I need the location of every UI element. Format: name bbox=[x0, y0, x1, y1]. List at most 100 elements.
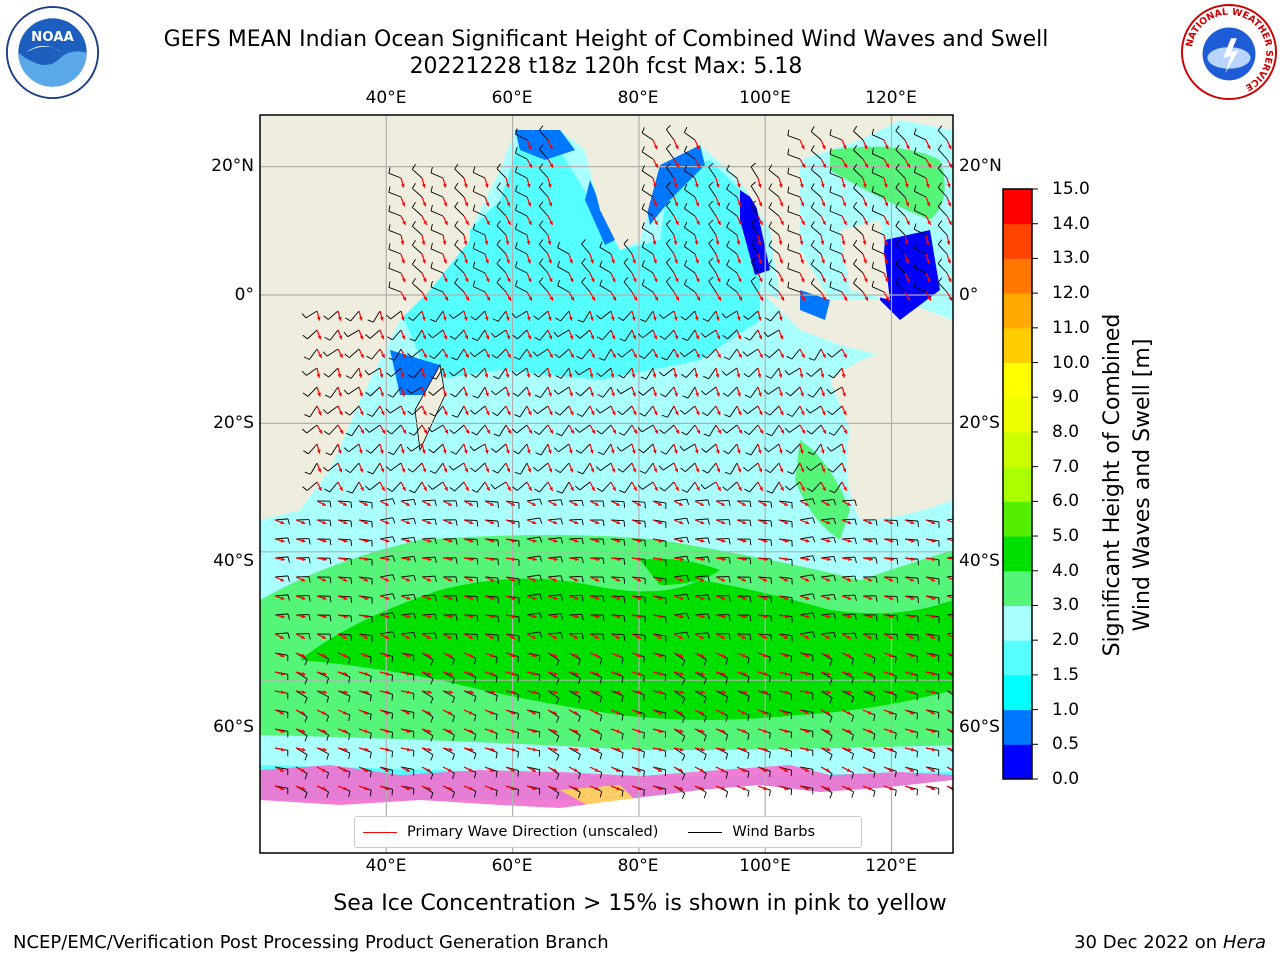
wind-barb-flag bbox=[392, 498, 396, 505]
wind-barb-flag bbox=[728, 538, 731, 545]
wind-barb-flag bbox=[490, 332, 496, 338]
wave-direction-arrowhead bbox=[422, 411, 427, 416]
wind-barb bbox=[421, 518, 435, 521]
colorbar-tick-label: 15.0 bbox=[1052, 179, 1090, 199]
wave-direction-arrowhead bbox=[595, 577, 600, 582]
wind-barb bbox=[726, 245, 738, 255]
wave-direction-arrowhead bbox=[652, 373, 657, 378]
wind-barb-flag bbox=[749, 501, 752, 508]
wind-barb-flag bbox=[683, 221, 688, 228]
wave-direction-arrowhead bbox=[658, 786, 663, 791]
wind-barb bbox=[914, 228, 927, 236]
wave-direction-arrowhead bbox=[511, 747, 516, 752]
wind-barb bbox=[623, 281, 633, 293]
wind-barb-flag bbox=[703, 375, 709, 380]
wind-barb-flag bbox=[743, 430, 750, 435]
wind-barb bbox=[853, 225, 864, 236]
wave-direction-arrowhead bbox=[657, 502, 662, 506]
wave-direction-arrowhead bbox=[317, 411, 322, 416]
wave-direction-arrowhead bbox=[610, 373, 615, 378]
wind-barb-flag bbox=[602, 538, 605, 545]
wind-barb bbox=[641, 208, 654, 217]
wind-barb-flag bbox=[517, 656, 519, 663]
wave-direction-arrowhead bbox=[427, 538, 432, 543]
wind-barb bbox=[520, 462, 528, 475]
wave-direction-arrowhead bbox=[616, 653, 621, 658]
wave-direction-arrowhead bbox=[316, 316, 321, 321]
wave-direction-arrowhead bbox=[905, 259, 909, 264]
wind-barb-flag bbox=[659, 335, 666, 340]
wave-direction-arrow bbox=[946, 614, 953, 617]
wind-barb-flag bbox=[350, 501, 353, 508]
wind-barb-flag bbox=[769, 770, 771, 778]
wave-direction-arrowhead bbox=[738, 486, 742, 491]
southern-ocean-4-5m bbox=[300, 578, 953, 720]
wave-direction-arrowhead bbox=[574, 596, 579, 600]
wave-direction-arrowhead bbox=[442, 183, 447, 188]
wind-barb-flag bbox=[598, 357, 605, 361]
wave-direction-arrowhead bbox=[868, 653, 873, 658]
wind-barb-flag bbox=[680, 373, 687, 378]
wind-barb bbox=[369, 424, 381, 433]
lon-tick-bottom-40e: 40°E bbox=[365, 856, 407, 876]
wave-direction-arrowhead bbox=[806, 690, 810, 695]
wind-barb bbox=[832, 405, 843, 416]
wind-barb-flag bbox=[744, 394, 751, 399]
wave-direction-arrowhead bbox=[658, 614, 663, 619]
wave-direction-arrowhead bbox=[527, 411, 532, 416]
wind-barb-flag bbox=[411, 258, 416, 265]
wave-direction-arrowhead bbox=[738, 429, 742, 434]
wind-barb-flag bbox=[894, 733, 897, 740]
wave-direction-arrowhead bbox=[673, 316, 678, 321]
wind-barb-flag bbox=[725, 658, 729, 665]
wave-direction-arrowhead bbox=[779, 335, 784, 340]
wave-direction-arrowhead bbox=[511, 671, 516, 676]
wind-barb-flag bbox=[638, 355, 645, 360]
wind-barb-flag bbox=[532, 351, 538, 357]
wave-direction-arrowhead bbox=[447, 502, 452, 506]
wind-barb-flag bbox=[916, 656, 919, 663]
wind-barb-flag bbox=[348, 790, 351, 798]
wind-barb-flag bbox=[703, 716, 707, 723]
wind-barb-flag bbox=[430, 792, 434, 799]
wind-barb-flag bbox=[391, 751, 394, 758]
wind-barb bbox=[547, 594, 561, 597]
wind-barb-flag bbox=[366, 355, 373, 360]
wave-direction-arrowhead bbox=[339, 353, 343, 358]
wind-barb bbox=[568, 690, 581, 698]
wave-direction-arrowhead bbox=[552, 768, 557, 772]
wave-direction-arrowhead bbox=[862, 183, 867, 188]
wind-barb-flag bbox=[851, 753, 855, 760]
wave-direction-arrowhead bbox=[864, 296, 868, 301]
wave-direction-arrowhead bbox=[911, 557, 915, 562]
mid-ocean-2-3m bbox=[420, 380, 820, 540]
wind-barb bbox=[547, 537, 561, 540]
wind-barb-flag bbox=[960, 632, 962, 638]
wave-direction-arrowhead bbox=[338, 392, 342, 397]
wind-barb-flag bbox=[303, 450, 309, 455]
wind-barb bbox=[547, 575, 561, 578]
lon-tick-top-80e: 80°E bbox=[617, 88, 659, 108]
wind-barb-flag bbox=[428, 391, 434, 396]
wave-direction-arrowhead bbox=[591, 486, 595, 491]
wave-direction-arrowhead bbox=[573, 635, 578, 639]
wave-direction-arrowhead bbox=[843, 296, 847, 301]
chart-title: GEFS MEAN Indian Ocean Significant Heigh… bbox=[163, 27, 1049, 52]
wind-barb bbox=[853, 187, 864, 198]
wind-barb-flag bbox=[827, 410, 833, 416]
legend-black-line-icon bbox=[688, 831, 723, 833]
wind-barb bbox=[498, 367, 507, 380]
wind-barb-flag bbox=[560, 537, 563, 544]
coast-blue-2 bbox=[585, 180, 615, 245]
wave-direction-arrowhead bbox=[674, 468, 679, 473]
wave-direction-arrowhead bbox=[363, 768, 368, 772]
wind-barb bbox=[946, 575, 953, 578]
wind-barb bbox=[813, 443, 822, 455]
wind-barb-flag bbox=[413, 518, 417, 525]
wind-barb-flag bbox=[722, 334, 728, 340]
wave-direction-arrowhead bbox=[868, 577, 873, 582]
wave-direction-arrowhead bbox=[553, 577, 558, 582]
wind-barb bbox=[642, 386, 654, 396]
wind-barb-flag bbox=[956, 698, 958, 704]
wind-barb-flag bbox=[326, 658, 330, 665]
